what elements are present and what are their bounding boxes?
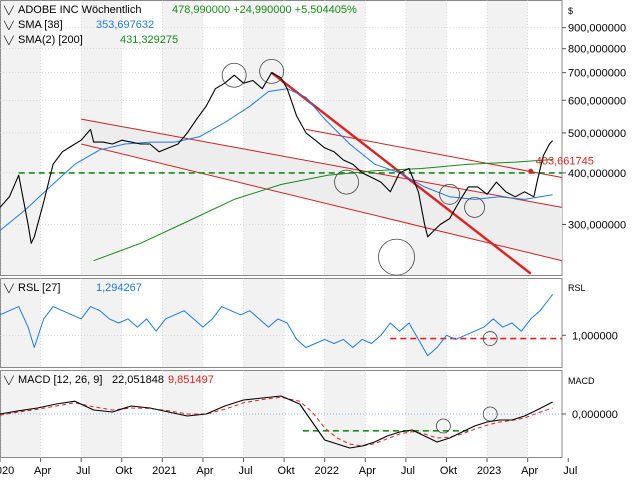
legend-signal-value: 9,851497 <box>168 374 214 386</box>
rsl-axis-title: RSL <box>568 283 586 293</box>
legend-sma38-value: 353,697632 <box>96 19 154 31</box>
x-tick-label: Jul <box>239 465 253 477</box>
time-band <box>162 278 203 368</box>
x-tick-label: Jul <box>563 465 577 477</box>
downtrend-line <box>270 71 532 275</box>
macd-signal-line <box>0 396 553 447</box>
sma38-line <box>0 88 553 231</box>
x-tick-label: 2023 <box>477 465 501 477</box>
x-tick-label: Jul <box>76 465 90 477</box>
pattern-marker <box>464 196 485 218</box>
time-band <box>0 0 41 276</box>
time-band <box>324 278 366 368</box>
legend-icon: ╲╱ <box>3 35 15 45</box>
pattern-marker <box>482 406 498 422</box>
legend-macd-name: MACD [12, 26, 9] <box>18 374 102 386</box>
x-tick-label: Apr <box>359 465 376 477</box>
x-tick-label: 2022 <box>314 465 338 477</box>
x-tick-label: Okt <box>440 465 457 477</box>
time-band <box>243 370 285 458</box>
time-band <box>405 0 447 276</box>
y-tick-label: 800,000000 <box>568 44 626 56</box>
legend-icon: ╲╱ <box>3 283 15 293</box>
rsl-line <box>0 294 553 357</box>
macd-axis-title: MACD <box>568 376 595 386</box>
channel-lower-line <box>81 143 563 262</box>
sma200-line <box>93 159 553 262</box>
pattern-marker <box>378 238 415 276</box>
price-label: 403,661745 <box>536 155 594 167</box>
y-tick-label: 0,000000 <box>572 409 618 421</box>
y-tick-label: 300,000000 <box>568 219 626 231</box>
time-band <box>243 0 285 276</box>
y-tick-label: 600,000000 <box>568 95 626 107</box>
legend-sma38-name: SMA [38] <box>18 19 63 31</box>
legend-sma200-value: 431,329275 <box>120 34 178 46</box>
pattern-marker <box>221 62 247 88</box>
pattern-marker <box>259 58 285 84</box>
y-unit-label: $ <box>568 6 573 16</box>
x-tick-label: Okt <box>115 465 132 477</box>
macd-line <box>0 395 553 449</box>
panel-frame <box>0 0 563 276</box>
pattern-marker <box>482 331 498 346</box>
pattern-marker <box>435 418 451 434</box>
legend-icon: ╲╱ <box>3 5 15 15</box>
legend-sma200-name: SMA(2) [200] <box>18 34 83 46</box>
time-band <box>324 0 366 276</box>
legend-title: ADOBE INC Wöchentlich <box>18 4 141 16</box>
y-tick-label: 400,000000 <box>568 168 626 180</box>
y-tick-label: 500,000000 <box>568 128 626 140</box>
pattern-marker <box>439 183 461 205</box>
x-tick-label: Apr <box>521 465 538 477</box>
legend-rsl-value: 1,294267 <box>96 282 142 294</box>
legend-quote: 478,990000 +24,990000 +5,504405% <box>172 4 357 16</box>
legend-icon: ╲╱ <box>3 375 15 385</box>
time-band <box>405 278 447 368</box>
x-tick-label: 2020 <box>0 465 14 477</box>
x-tick-label: Jul <box>401 465 415 477</box>
y-tick-label: 700,000000 <box>568 68 626 80</box>
time-band <box>487 278 528 368</box>
legend-icon: ╲╱ <box>3 20 15 30</box>
x-tick-label: Apr <box>34 465 51 477</box>
pattern-marker <box>334 169 359 195</box>
channel-upper-line <box>81 118 563 208</box>
y-tick-label: 900,000000 <box>568 23 626 35</box>
time-band <box>0 278 41 368</box>
x-tick-label: 2021 <box>152 465 176 477</box>
x-tick-label: Okt <box>278 465 295 477</box>
legend-macd-value: 22,051848 <box>112 374 164 386</box>
time-band <box>81 278 122 368</box>
y-tick-label: 1,000000 <box>572 330 618 342</box>
panel-frame <box>0 278 563 368</box>
price-line <box>0 72 554 244</box>
x-tick-label: Apr <box>196 465 213 477</box>
resistance-line <box>305 128 563 178</box>
legend-rsl-name: RSL [27] <box>18 282 60 294</box>
trend-channel-fill <box>81 119 562 261</box>
price-label-dot <box>528 168 534 174</box>
